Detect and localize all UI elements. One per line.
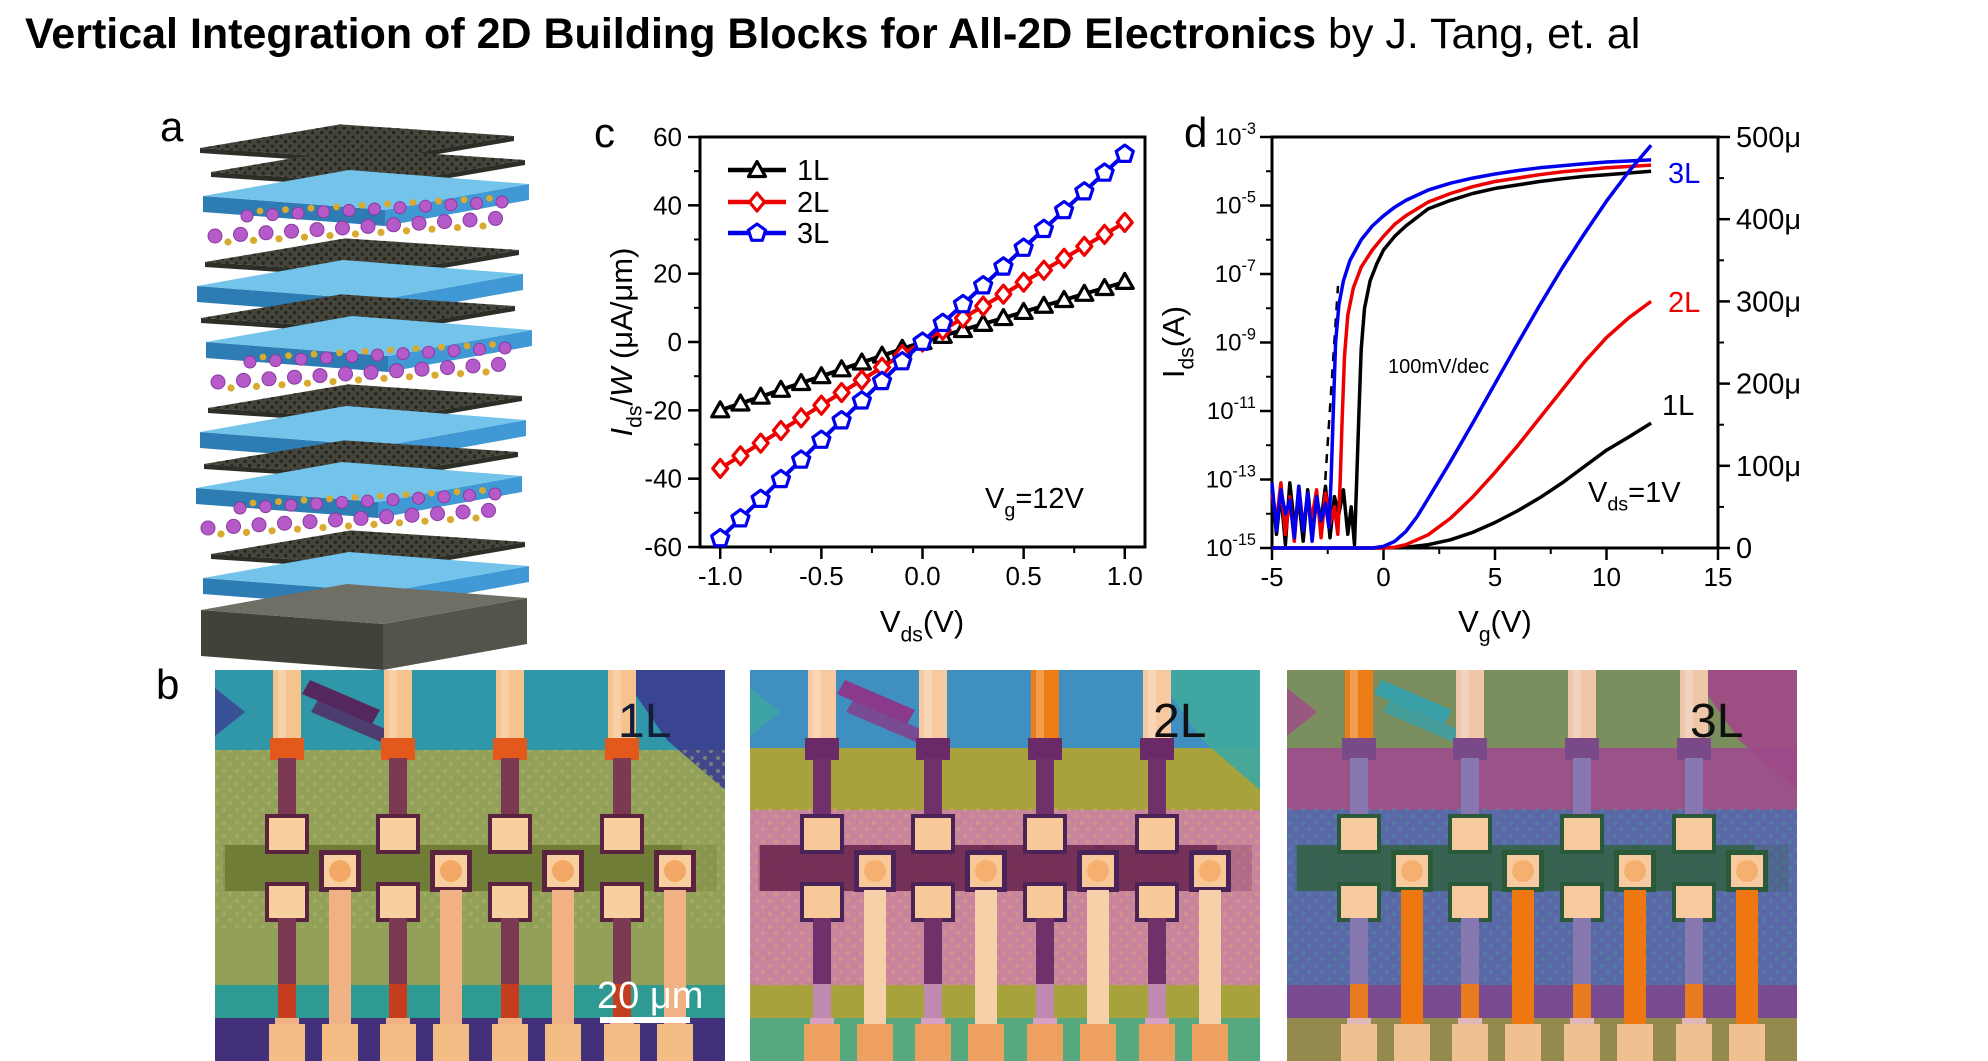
c-ytick: 20 bbox=[653, 259, 682, 289]
d-right-tick: 100μ bbox=[1736, 451, 1801, 483]
c-ytick: -40 bbox=[644, 464, 682, 494]
scalebar-text: 20 μm bbox=[597, 975, 703, 1017]
d-left-tick: 10-5 bbox=[1215, 189, 1256, 220]
d-xtick: 10 bbox=[1592, 562, 1621, 592]
d-annotation-slope: 100mV/dec bbox=[1388, 356, 1489, 378]
c-ytick: -20 bbox=[644, 395, 682, 425]
c-xlabel: Vds(V) bbox=[880, 604, 964, 646]
c-ytick: 60 bbox=[653, 122, 682, 152]
d-xlabel: Vg(V) bbox=[1458, 604, 1532, 646]
c-legend-3L: 3L bbox=[728, 218, 829, 250]
d-xtick: 5 bbox=[1488, 562, 1502, 592]
scalebar-line bbox=[600, 1017, 690, 1023]
d-right-tick: 0 bbox=[1736, 533, 1752, 565]
c-xtick: -0.5 bbox=[799, 561, 844, 591]
d-right-tick: 300μ bbox=[1736, 286, 1801, 318]
panel-label-d: d bbox=[1184, 109, 1208, 156]
d-linear-series-2L bbox=[1272, 299, 1653, 550]
c-series-2L bbox=[711, 211, 1134, 480]
micrograph-1L: 1L 20 μm bbox=[215, 670, 725, 1061]
d-linear-series-1L bbox=[1272, 421, 1653, 550]
d-log-series-3L bbox=[1270, 158, 1652, 543]
d-left-tick: 10-11 bbox=[1207, 394, 1256, 425]
d-left-tick: 10-13 bbox=[1206, 463, 1256, 494]
micrograph-label-2L: 2L bbox=[1153, 695, 1206, 748]
d-curve-label-3L: 3L bbox=[1668, 158, 1700, 190]
chart-transfer-curves: 10-310-510-710-910-1110-1310-15500μ400μ3… bbox=[1156, 120, 1801, 646]
title-main: Vertical Integration of 2D Building Bloc… bbox=[25, 10, 1317, 58]
micrograph-label-1L: 1L bbox=[618, 695, 671, 748]
micrograph-3L: 3L bbox=[1287, 670, 1797, 1061]
page-title: Vertical Integration of 2D Building Bloc… bbox=[25, 10, 1640, 59]
d-ylabel: Ids(A) bbox=[1156, 306, 1198, 378]
c-xtick: 0.0 bbox=[904, 561, 940, 591]
c-xtick: -1.0 bbox=[698, 561, 743, 591]
d-xtick: 0 bbox=[1376, 562, 1390, 592]
c-xtick: 1.0 bbox=[1107, 561, 1143, 591]
c-legend-label: 2L bbox=[797, 187, 829, 219]
d-right-tick: 400μ bbox=[1736, 204, 1801, 236]
c-series-3L bbox=[710, 143, 1135, 548]
micrograph-2L: 2L bbox=[750, 670, 1260, 1061]
c-annotation-vg: Vg=12V bbox=[985, 483, 1085, 522]
stack-illustration bbox=[196, 124, 532, 670]
micrograph-label-3L: 3L bbox=[1690, 695, 1743, 748]
d-left-tick: 10-7 bbox=[1215, 257, 1256, 288]
panel-label-c: c bbox=[594, 109, 615, 156]
d-curve-label-2L: 2L bbox=[1668, 287, 1700, 319]
title-byline: by J. Tang, et. al bbox=[1316, 10, 1641, 58]
d-left-tick: 10-9 bbox=[1215, 326, 1256, 357]
panel-label-b: b bbox=[156, 661, 180, 708]
c-legend-2L: 2L bbox=[728, 187, 829, 219]
c-ytick: 0 bbox=[668, 327, 682, 357]
c-ytick: -60 bbox=[644, 532, 682, 562]
panel-label-a: a bbox=[160, 103, 184, 150]
c-xtick: 0.5 bbox=[1006, 561, 1042, 591]
d-right-tick: 200μ bbox=[1736, 369, 1801, 401]
c-legend-label: 3L bbox=[797, 218, 829, 250]
c-ylabel: Ids/W (μA/μm) bbox=[604, 248, 646, 437]
d-curve-label-1L: 1L bbox=[1662, 390, 1694, 422]
d-linear-series-3L bbox=[1272, 144, 1653, 550]
d-right-tick: 500μ bbox=[1736, 122, 1801, 154]
d-annotation-bias: Vds=1V bbox=[1588, 477, 1681, 516]
d-xtick: -5 bbox=[1260, 562, 1283, 592]
c-legend-1L: 1L bbox=[728, 155, 829, 187]
c-legend-label: 1L bbox=[797, 155, 829, 187]
d-left-tick: 10-3 bbox=[1215, 120, 1256, 151]
d-left-tick: 10-15 bbox=[1206, 531, 1256, 562]
c-ytick: 40 bbox=[653, 190, 682, 220]
d-xtick: 15 bbox=[1704, 562, 1733, 592]
